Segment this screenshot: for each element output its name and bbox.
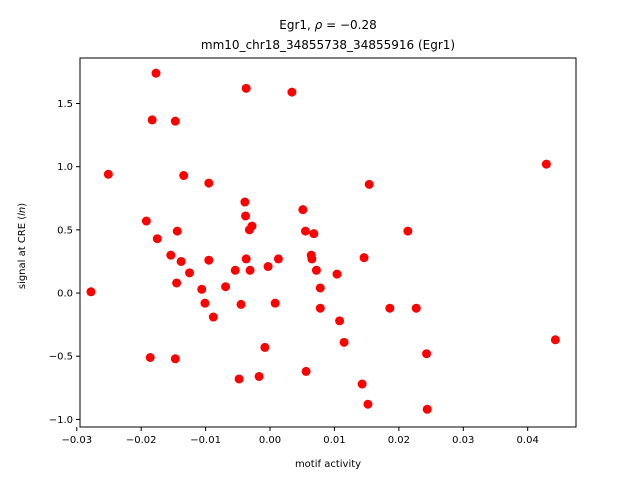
data-point	[311, 265, 321, 275]
data-point	[385, 303, 395, 313]
data-point	[241, 254, 251, 264]
y-tick-label: 0.5	[57, 225, 73, 236]
data-point	[273, 254, 283, 264]
data-point	[208, 312, 218, 322]
data-point	[179, 171, 189, 181]
chart-title-line1: Egr1, ρ = −0.28	[279, 18, 377, 32]
chart-title-suffix: = −0.28	[322, 18, 376, 32]
data-point	[172, 278, 182, 288]
data-point	[247, 221, 257, 231]
x-tick-label: 0.03	[452, 435, 474, 446]
data-point	[403, 226, 413, 236]
data-point	[241, 211, 251, 221]
x-tick-label: −0.03	[61, 435, 92, 446]
data-point	[240, 197, 250, 207]
data-point	[245, 265, 255, 275]
data-point	[166, 250, 176, 260]
data-point	[230, 265, 240, 275]
data-point	[335, 316, 345, 326]
x-tick-label: 0.02	[388, 435, 410, 446]
y-axis-label-suffix: )	[17, 203, 28, 207]
y-axis-label-italic: ln	[17, 207, 28, 216]
data-point	[204, 178, 214, 188]
data-point	[185, 268, 195, 278]
data-point	[260, 342, 270, 352]
data-point	[364, 179, 374, 189]
data-point	[263, 262, 273, 272]
data-point	[307, 254, 317, 264]
y-tick-label: 1.5	[57, 99, 73, 110]
data-point	[241, 83, 251, 93]
y-axis-label: signal at CRE (ln)	[17, 203, 28, 289]
data-point	[236, 299, 246, 309]
data-point	[151, 68, 161, 78]
chart-title-prefix: Egr1,	[279, 18, 314, 32]
data-point	[287, 87, 297, 97]
x-tick-label: −0.02	[126, 435, 157, 446]
data-point	[301, 366, 311, 376]
data-point	[550, 335, 560, 345]
y-tick-label: 1.0	[57, 162, 73, 173]
data-point	[147, 115, 157, 125]
data-point	[86, 287, 96, 297]
data-point	[200, 298, 210, 308]
data-point	[172, 226, 182, 236]
data-point	[332, 269, 342, 279]
data-point	[234, 374, 244, 384]
points-layer	[86, 68, 560, 414]
data-point	[357, 379, 367, 389]
x-axis: −0.03 −0.02 −0.01 0.00 0.01 0.02 0.03 0.04	[61, 427, 539, 446]
data-point	[541, 159, 551, 169]
data-point	[152, 234, 162, 244]
data-point	[197, 284, 207, 294]
y-tick-label: 0.0	[57, 289, 73, 300]
data-point	[298, 205, 308, 215]
y-axis-label-prefix: signal at CRE (	[17, 216, 28, 289]
x-tick-label: 0.00	[259, 435, 281, 446]
x-tick-label: −0.01	[190, 435, 221, 446]
data-point	[315, 303, 325, 313]
x-tick-label: 0.01	[323, 435, 345, 446]
data-point	[270, 298, 280, 308]
data-point	[204, 255, 214, 265]
plot-frame	[79, 57, 577, 428]
y-axis: −1.0 −0.5 0.0 0.5 1.0 1.5	[49, 99, 80, 426]
data-point	[363, 399, 373, 409]
data-point	[170, 354, 180, 364]
data-point	[176, 256, 186, 266]
data-point	[300, 226, 310, 236]
x-axis-label: motif activity	[295, 459, 361, 470]
data-point	[339, 337, 349, 347]
data-point	[411, 303, 421, 313]
y-tick-label: −0.5	[49, 352, 73, 363]
y-tick-label: −1.0	[49, 415, 73, 426]
data-point	[309, 229, 319, 239]
chart-title-line2: mm10_chr18_34855738_34855916 (Egr1)	[201, 38, 455, 52]
data-point	[315, 283, 325, 293]
chart-title-rho: ρ	[315, 18, 323, 32]
data-point	[254, 371, 264, 381]
data-point	[422, 404, 432, 414]
x-tick-label: 0.04	[517, 435, 539, 446]
data-point	[170, 116, 180, 126]
data-point	[221, 282, 231, 292]
data-point	[103, 169, 113, 179]
data-point	[359, 253, 369, 263]
data-point	[141, 216, 151, 226]
data-point	[422, 349, 432, 359]
data-point	[145, 353, 155, 362]
